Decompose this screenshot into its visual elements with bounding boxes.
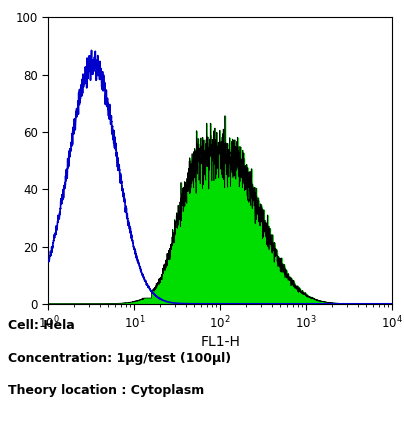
Text: Cell: Hela: Cell: Hela bbox=[8, 319, 75, 332]
Text: Theory location : Cytoplasm: Theory location : Cytoplasm bbox=[8, 384, 204, 397]
X-axis label: FL1-H: FL1-H bbox=[200, 335, 240, 349]
Text: Concentration: 1μg/test (100μl): Concentration: 1μg/test (100μl) bbox=[8, 352, 231, 365]
